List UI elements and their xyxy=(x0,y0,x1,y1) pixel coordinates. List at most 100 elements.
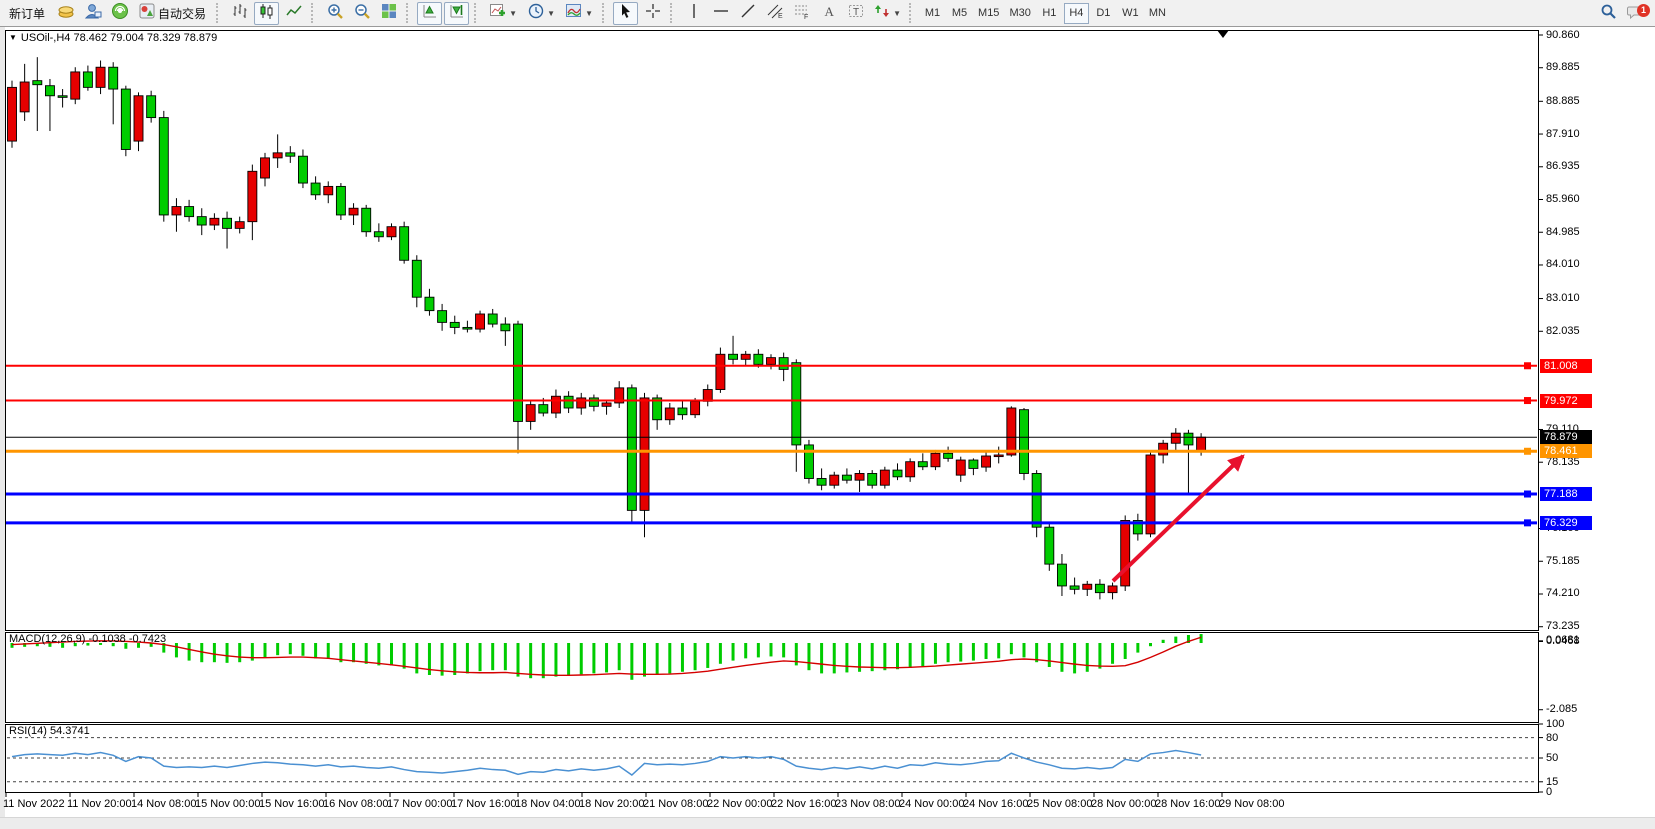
timeframe-m1[interactable]: M1 xyxy=(924,7,941,19)
price-tick-label: 75.185 xyxy=(1546,554,1580,567)
chevron-down-icon: ▼ xyxy=(509,8,517,18)
horizontal-line-icon xyxy=(712,2,730,25)
price-tick-label: 84.010 xyxy=(1546,258,1580,271)
equidistant-channel-button[interactable]: E xyxy=(762,2,787,25)
text-label-button[interactable]: T xyxy=(843,2,868,25)
rsi-label: RSI(14) 54.3741 xyxy=(9,725,90,737)
new-order-button[interactable]: 新订单 xyxy=(9,6,46,21)
time-tick-label: 22 Nov 16:00 xyxy=(771,798,837,810)
chevron-down-icon: ▼ xyxy=(547,8,555,18)
cursor-icon xyxy=(617,2,635,25)
svg-text:E: E xyxy=(778,13,783,20)
fibonacci-icon: F xyxy=(793,2,811,25)
trendline-icon xyxy=(739,2,757,25)
price-tick-label: 78.135 xyxy=(1546,455,1580,468)
price-tick-label: 73.235 xyxy=(1546,620,1580,633)
price-tick-label: 87.910 xyxy=(1546,127,1580,140)
auto-scroll-icon xyxy=(421,2,439,25)
time-tick-label: 17 Nov 16:00 xyxy=(451,798,517,810)
vertical-line-icon xyxy=(685,2,703,25)
chart-dropdown-icon[interactable]: ▼ xyxy=(9,33,17,42)
candlestick-icon xyxy=(258,2,276,25)
notifications-button[interactable]: 1 xyxy=(1622,2,1650,25)
toolbar-grip xyxy=(670,3,676,23)
price-tick-label: 89.885 xyxy=(1546,61,1580,74)
trendline-button[interactable] xyxy=(735,2,760,25)
main-toolbar: 新订单 自动交易 ▼ ▼ xyxy=(0,0,1655,27)
chart-title: ▼ USOil-,H4 78.462 79.004 78.329 78.879 xyxy=(9,32,218,44)
bar-chart-button[interactable] xyxy=(227,2,252,25)
templates-button[interactable]: ▼ xyxy=(561,2,597,25)
time-tick-label: 18 Nov 20:00 xyxy=(579,798,645,810)
time-tick-label: 24 Nov 16:00 xyxy=(963,798,1029,810)
macd-label: MACD(12,26,9) -0.1038 -0.7423 xyxy=(9,633,167,645)
signals-button[interactable] xyxy=(107,2,132,25)
time-tick-label: 11 Nov 20:00 xyxy=(67,798,132,810)
timeframe-m15[interactable]: M15 xyxy=(978,7,1000,19)
trader-community-button[interactable] xyxy=(80,2,105,25)
time-tick-label: 22 Nov 00:00 xyxy=(707,798,773,810)
time-tick-label: 17 Nov 00:00 xyxy=(387,798,453,810)
bar-chart-icon xyxy=(231,2,249,25)
signal-icon xyxy=(111,2,129,25)
vertical-line-button[interactable] xyxy=(681,2,706,25)
toolbar-grip xyxy=(216,3,222,23)
timeframe-mn[interactable]: MN xyxy=(1148,7,1166,19)
chevron-down-icon: ▼ xyxy=(893,8,901,18)
fibonacci-button[interactable]: F xyxy=(789,2,814,25)
timeframe-h1[interactable]: H1 xyxy=(1042,7,1057,19)
rsi-axis-label: 50 xyxy=(1546,752,1559,764)
price-tick-label: 82.035 xyxy=(1546,324,1580,337)
text-icon: A xyxy=(820,2,838,25)
line-chart-button[interactable] xyxy=(281,2,306,25)
text-label-icon: T xyxy=(847,2,865,25)
zoom-out-button[interactable] xyxy=(349,2,374,25)
zoom-in-button[interactable] xyxy=(322,2,347,25)
horizontal-line-button[interactable] xyxy=(708,2,733,25)
crosshair-button[interactable] xyxy=(640,2,665,25)
time-tick-label: 29 Nov 08:00 xyxy=(1219,798,1285,810)
time-tick-label: 28 Nov 16:00 xyxy=(1155,798,1221,810)
cursor-button[interactable] xyxy=(613,1,639,25)
tile-windows-button[interactable] xyxy=(376,2,401,25)
text-button[interactable]: A xyxy=(816,2,841,25)
timeframe-m5[interactable]: M5 xyxy=(951,7,968,19)
line-chart-icon xyxy=(285,2,303,25)
macd-axis-label: 0.0681 xyxy=(1546,634,1580,647)
auto-scroll-button[interactable] xyxy=(417,1,443,25)
autotrade-button[interactable]: 自动交易 xyxy=(134,2,211,25)
price-line-label: 78.879 xyxy=(1540,430,1592,445)
price-line-label: 79.972 xyxy=(1540,393,1592,408)
zoom-out-icon xyxy=(353,2,371,25)
svg-text:F: F xyxy=(804,14,808,20)
price-tick-label: 90.860 xyxy=(1546,28,1580,41)
time-tick-label: 11 Nov 2022 xyxy=(3,798,65,810)
shift-chart-button[interactable] xyxy=(444,1,470,25)
indicators-button[interactable]: ▼ xyxy=(485,2,521,25)
timeframe-w1[interactable]: W1 xyxy=(1122,7,1139,19)
rsi-axis-label: 100 xyxy=(1546,718,1565,730)
zoom-in-icon xyxy=(326,2,344,25)
time-tick-label: 16 Nov 08:00 xyxy=(323,798,389,810)
time-tick-label: 18 Nov 04:00 xyxy=(515,798,581,810)
candlestick-chart-button[interactable] xyxy=(254,1,280,25)
price-tick-label: 74.210 xyxy=(1546,587,1580,600)
timeframe-h4[interactable]: H4 xyxy=(1063,2,1089,24)
toolbar-grip xyxy=(406,3,412,23)
price-line-label: 77.188 xyxy=(1540,487,1592,501)
svg-text:T: T xyxy=(853,7,859,18)
price-line-label: 81.008 xyxy=(1540,358,1592,373)
autotrade-icon xyxy=(139,3,155,24)
periods-button[interactable]: ▼ xyxy=(523,2,559,25)
gold-button[interactable] xyxy=(53,2,78,25)
search-button[interactable] xyxy=(1595,2,1620,25)
price-tick-label: 86.935 xyxy=(1546,160,1580,173)
timeframe-m30[interactable]: M30 xyxy=(1009,7,1031,19)
channel-icon: E xyxy=(766,2,784,25)
price-tick-label: 88.885 xyxy=(1546,94,1580,107)
timeframe-d1[interactable]: D1 xyxy=(1096,7,1111,19)
arrows-button[interactable]: ▼ xyxy=(870,2,904,25)
rsi-axis-label: 80 xyxy=(1546,731,1559,744)
